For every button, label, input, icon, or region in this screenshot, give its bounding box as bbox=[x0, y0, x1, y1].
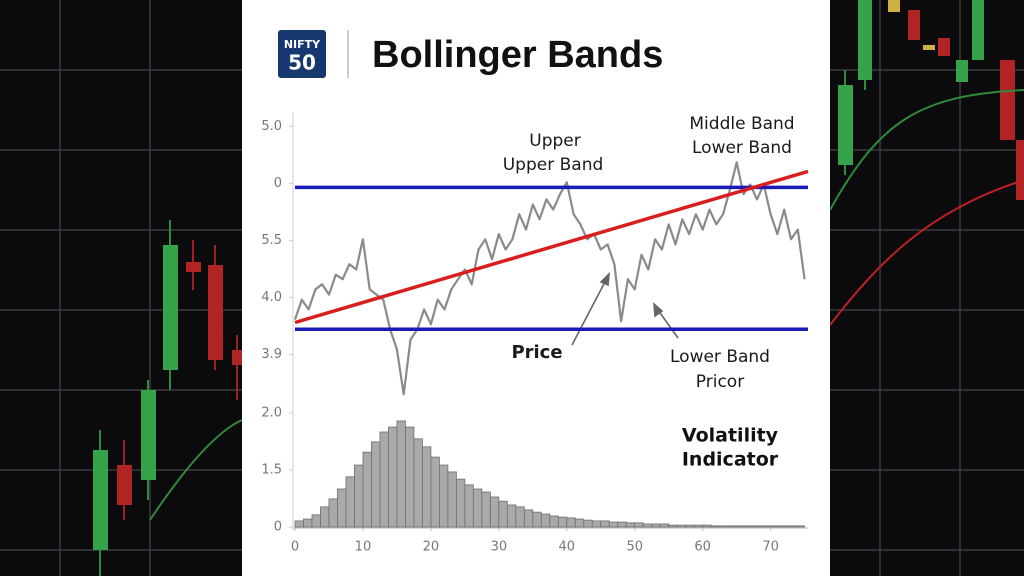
x-tick-label: 50 bbox=[626, 540, 643, 555]
y-tick-label: 3.9 bbox=[261, 347, 282, 362]
annotation: Lower Band bbox=[692, 138, 792, 158]
hist-bar bbox=[591, 520, 602, 528]
hist-bar bbox=[642, 523, 653, 528]
hist-bar bbox=[422, 446, 432, 528]
hist-bar bbox=[379, 431, 389, 528]
panel bbox=[242, 0, 830, 576]
hist-bar bbox=[455, 478, 466, 528]
hist-bar bbox=[778, 525, 789, 528]
hist-bar bbox=[557, 516, 568, 528]
y-tick-label: 1.5 bbox=[261, 463, 282, 478]
annotation: Upper Band bbox=[503, 155, 604, 175]
title: Bollinger Bands bbox=[372, 34, 663, 76]
hist-bar bbox=[489, 496, 500, 528]
y-tick-label: 0 bbox=[274, 176, 282, 191]
hist-bar bbox=[702, 524, 712, 528]
hist-bar bbox=[736, 525, 746, 528]
hist-bar bbox=[515, 506, 525, 528]
hist-bar bbox=[328, 498, 338, 528]
hist-bar bbox=[320, 506, 330, 528]
hist-bar bbox=[294, 520, 304, 528]
hist-bar bbox=[753, 525, 763, 528]
annotation: Pricor bbox=[696, 372, 744, 392]
hist-bar bbox=[506, 504, 517, 528]
hist-bar bbox=[396, 420, 406, 528]
hist-bar bbox=[438, 464, 449, 528]
hist-bar bbox=[761, 525, 772, 528]
hist-bar bbox=[583, 519, 593, 528]
y-tick-label: 5.0 bbox=[261, 119, 282, 134]
hist-bar bbox=[345, 476, 355, 528]
series-line bbox=[294, 169, 809, 325]
hist-bar bbox=[668, 524, 678, 528]
hist-bar bbox=[430, 456, 440, 528]
y-tick-label: 0 bbox=[274, 520, 282, 535]
hist-bar bbox=[625, 522, 636, 528]
hist-bar bbox=[481, 491, 491, 528]
x-tick-label: 60 bbox=[694, 540, 711, 555]
hist-bar bbox=[532, 511, 542, 528]
hist-bar bbox=[472, 488, 483, 528]
hist-bar bbox=[744, 525, 755, 528]
hist-bar bbox=[371, 441, 381, 528]
hist-bar bbox=[405, 426, 415, 528]
hist-bar bbox=[617, 521, 627, 528]
hist-bar bbox=[770, 525, 780, 528]
arrows bbox=[571, 271, 679, 346]
hist-bar bbox=[362, 451, 372, 528]
y-tick-label: 2.0 bbox=[261, 406, 282, 421]
annotation: Price bbox=[511, 342, 562, 363]
x-tick-label: 0 bbox=[291, 540, 299, 555]
hist-bar bbox=[659, 523, 670, 528]
hist-bar bbox=[566, 517, 576, 528]
logo-top: NIFTY bbox=[284, 38, 321, 51]
logo-bottom: 50 bbox=[288, 51, 316, 75]
hist-bar bbox=[685, 524, 695, 528]
hist-bar bbox=[787, 525, 797, 528]
hist-bar bbox=[693, 524, 704, 528]
y-tick-label: 4.0 bbox=[261, 290, 282, 305]
hist-bar bbox=[795, 525, 806, 528]
hist-bar bbox=[710, 525, 721, 528]
x-tick-label: 30 bbox=[491, 540, 508, 555]
annotation: Lower Band bbox=[670, 347, 770, 367]
hist-bar bbox=[354, 464, 364, 528]
hist-bar bbox=[413, 438, 423, 528]
hist-bar bbox=[303, 518, 313, 528]
hist-bar bbox=[600, 520, 610, 528]
hist-bar bbox=[634, 522, 644, 528]
annotation: Upper bbox=[529, 131, 580, 151]
hist-bar bbox=[676, 524, 687, 528]
hist-bar bbox=[574, 518, 585, 528]
background-candles bbox=[93, 0, 1024, 576]
hist-bar bbox=[727, 525, 738, 528]
hist-bar bbox=[311, 514, 321, 528]
hist-bar bbox=[464, 484, 474, 528]
hist-bar bbox=[651, 523, 661, 528]
hist-bar bbox=[388, 426, 398, 528]
annotation: Middle Band bbox=[689, 114, 794, 134]
hist-bar bbox=[447, 471, 457, 528]
x-tick-label: 20 bbox=[423, 540, 440, 555]
hist-bar bbox=[523, 509, 534, 528]
hist-bar bbox=[498, 500, 508, 528]
x-tick-label: 40 bbox=[559, 540, 576, 555]
x-tick-label: 10 bbox=[355, 540, 372, 555]
y-tick-label: 5.5 bbox=[261, 233, 282, 248]
x-tick-label: 70 bbox=[762, 540, 779, 555]
hist-bar bbox=[540, 513, 551, 528]
logo bbox=[278, 30, 326, 78]
hist-bar bbox=[719, 525, 729, 528]
annotation: Volatility bbox=[682, 425, 779, 447]
hist-bar bbox=[608, 521, 619, 528]
hist-bar bbox=[337, 488, 347, 528]
hist-bar bbox=[549, 515, 559, 528]
annotation: Indicator bbox=[682, 449, 779, 471]
